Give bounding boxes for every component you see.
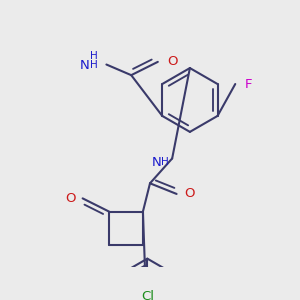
Text: H: H	[161, 157, 169, 167]
Text: N: N	[151, 155, 161, 169]
Text: O: O	[65, 192, 76, 205]
Text: Cl: Cl	[141, 290, 154, 300]
Text: O: O	[167, 56, 177, 68]
Text: N: N	[80, 59, 89, 72]
Text: H: H	[90, 60, 98, 70]
Text: H: H	[90, 51, 98, 61]
Text: O: O	[184, 188, 194, 200]
Text: F: F	[245, 77, 252, 91]
